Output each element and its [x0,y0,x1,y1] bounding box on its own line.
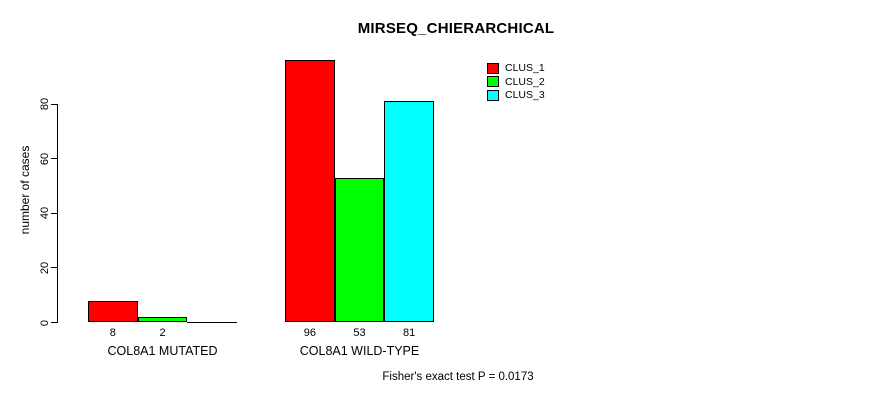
bar-clus_1-col8a1-wild-type [285,60,335,323]
bar-clus_3-col8a1-mutated [187,321,237,323]
legend-item-clus_3: CLUS_3 [487,89,545,101]
y-axis-label: number of cases [18,145,32,235]
bar-value-label: 8 [109,327,116,339]
legend-swatch-cyan [487,89,499,101]
x-category-label: COL8A1 WILD-TYPE [299,343,420,358]
y-tick-mark [51,322,58,323]
bar-value-label: 53 [353,327,366,339]
bar-value-label: 96 [303,327,316,339]
y-tick-label: 40 [39,207,51,220]
x-category-label: COL8A1 MUTATED [107,343,218,358]
legend-swatch-green [487,76,499,88]
bar-value-label: 81 [403,327,416,339]
fisher-test-note: Fisher's exact test P = 0.0173 [382,371,534,383]
legend-label: CLUS_1 [505,62,545,74]
y-tick-label: 80 [39,97,51,111]
legend-label: CLUS_2 [505,75,545,88]
y-tick-label: 0 [39,319,51,326]
bar-clus_1-col8a1-mutated [88,300,138,323]
legend-item-clus_2: CLUS_2 [487,76,545,88]
legend-swatch-red [487,62,499,74]
y-tick-mark [51,212,58,214]
bar-value-label: 2 [159,327,166,339]
y-tick-mark [51,267,58,269]
legend-item-clus_1: CLUS_1 [487,62,545,74]
bar-clus_2-col8a1-mutated [137,317,188,323]
legend-label: CLUS_3 [505,89,545,102]
y-tick-mark [51,158,58,160]
y-tick-label: 60 [39,152,51,165]
y-tick-label: 20 [39,261,51,274]
bar-clus_2-col8a1-wild-type [334,177,385,323]
chart-title: MIRSEQ_CHIERARCHICAL [357,20,555,37]
y-tick-mark [51,103,58,105]
bar-clus_3-col8a1-wild-type [384,101,434,323]
